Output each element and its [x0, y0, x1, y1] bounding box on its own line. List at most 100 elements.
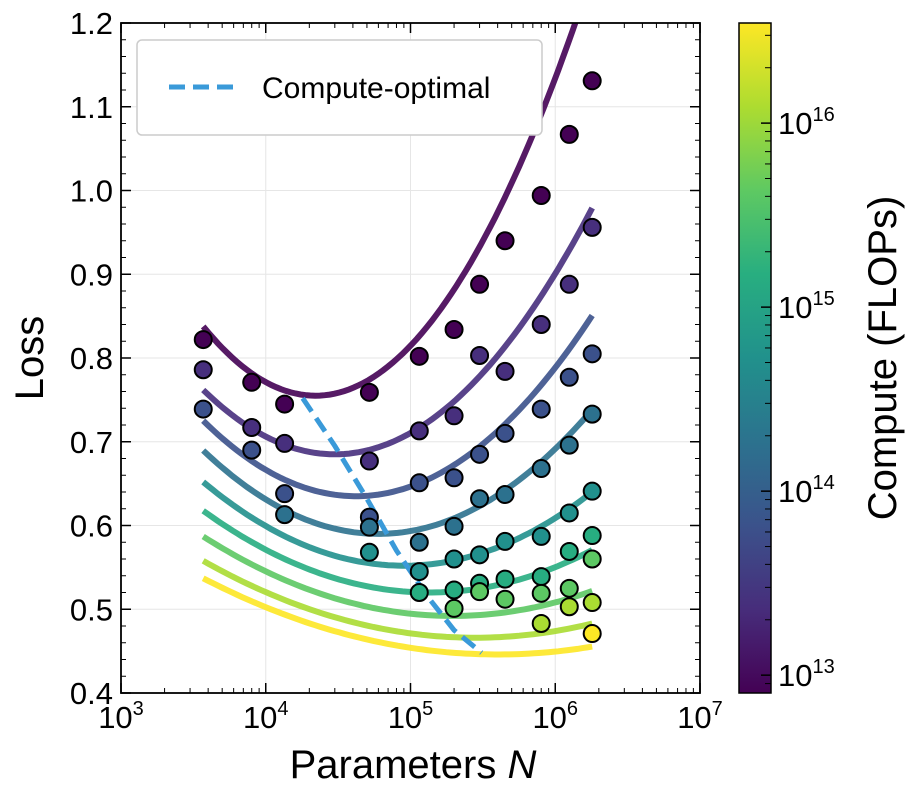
x-tick-label-base: 10	[532, 700, 566, 735]
data-point	[582, 481, 602, 501]
colorbar-tick-label-exp: 14	[812, 472, 834, 494]
data-point	[444, 598, 464, 618]
y-tick-label: 0.6	[70, 509, 113, 544]
data-point	[559, 367, 579, 387]
data-point	[359, 451, 379, 471]
data-point	[495, 423, 515, 443]
data-point	[409, 346, 429, 366]
legend: Compute-optimal	[136, 39, 543, 136]
data-point	[470, 444, 490, 464]
data-point	[559, 597, 579, 617]
data-point	[582, 344, 602, 364]
data-point	[242, 418, 262, 438]
colorbar-tick-label-base: 10	[778, 474, 812, 509]
data-point	[582, 217, 602, 237]
data-point	[444, 580, 464, 600]
data-point	[444, 320, 464, 340]
data-point	[193, 330, 213, 350]
x-tick-label-base: 10	[98, 700, 132, 735]
data-point	[275, 484, 295, 504]
data-point	[495, 569, 515, 589]
data-points	[193, 71, 602, 644]
colorbar-tick-label: 1013	[778, 656, 835, 693]
data-point	[470, 545, 490, 565]
data-point	[409, 583, 429, 602]
data-point	[242, 372, 262, 392]
data-point	[409, 473, 429, 493]
data-point	[495, 231, 515, 251]
data-point	[531, 613, 551, 633]
fit-curve-C2	[201, 206, 595, 458]
data-point	[531, 567, 551, 587]
y-tick-label: 1.1	[70, 90, 113, 125]
data-point	[470, 489, 490, 509]
data-point	[275, 433, 295, 453]
data-point	[275, 505, 295, 525]
colorbar-tick-label: 1015	[778, 288, 835, 325]
x-tick-label-base: 10	[388, 700, 422, 735]
y-tick-label: 0.7	[70, 425, 113, 460]
data-point	[559, 124, 579, 144]
data-point	[495, 589, 515, 609]
x-axis-label-text: Parameters	[290, 743, 497, 787]
fit-curve-C1	[200, 23, 579, 399]
data-point	[582, 526, 602, 546]
colorbar-tick-label-exp: 13	[812, 656, 834, 678]
data-point	[559, 541, 579, 561]
x-axis-label: Parameters N	[290, 743, 537, 787]
data-point	[495, 485, 515, 505]
fit-curves	[200, 23, 595, 658]
colorbar-tick-label: 1016	[778, 104, 835, 141]
data-point	[531, 315, 551, 334]
colorbar-tick-label-exp: 16	[812, 104, 834, 126]
y-tick-label: 1.2	[70, 6, 113, 41]
data-point	[409, 421, 429, 441]
data-point	[359, 517, 379, 537]
x-axis-label-variable: N	[507, 743, 536, 787]
data-point	[470, 345, 490, 365]
data-point	[444, 468, 464, 488]
fit-curve-C4	[201, 407, 595, 537]
colorbar-tick-label-base: 10	[778, 106, 812, 141]
data-point	[531, 186, 551, 206]
colorbar-tick-label-base: 10	[778, 290, 812, 325]
colorbar-tick-label-base: 10	[778, 658, 812, 693]
x-tick-label-exp: 3	[133, 698, 144, 720]
x-tick-label: 107	[677, 698, 723, 735]
fit-curve-C5	[201, 479, 595, 569]
x-tick-label-exp: 4	[277, 698, 288, 720]
x-tick-label-exp: 5	[422, 698, 433, 720]
data-point	[359, 382, 379, 402]
data-point	[559, 578, 579, 598]
data-point	[559, 503, 579, 523]
colorbar-tick-label-exp: 15	[812, 288, 834, 310]
data-point	[582, 549, 602, 569]
data-point	[582, 624, 602, 644]
fit-curve-C9	[201, 575, 593, 658]
compute-optimal-layer	[300, 396, 484, 655]
x-tick-label-base: 10	[677, 700, 711, 735]
data-point	[582, 404, 602, 424]
y-tick-label: 0.5	[70, 592, 113, 627]
x-tick-label-base: 10	[243, 700, 277, 735]
fit-curve-C8	[201, 558, 593, 641]
colorbar-label: Compute (FLOPs)	[861, 196, 905, 521]
data-point	[582, 593, 602, 613]
data-point	[531, 459, 551, 479]
x-tick-label: 106	[532, 698, 578, 735]
y-tick-label: 0.9	[70, 257, 113, 292]
y-tick-label: 1.0	[70, 174, 113, 209]
data-point	[559, 435, 579, 455]
data-point	[193, 399, 213, 419]
data-point	[242, 440, 262, 460]
data-point	[531, 399, 551, 419]
data-point	[531, 526, 551, 546]
data-point	[193, 360, 213, 380]
compute-optimal-line	[300, 396, 484, 655]
x-tick-label: 105	[388, 698, 434, 735]
y-tick-label: 0.8	[70, 341, 113, 376]
fit-curve-C6	[201, 508, 594, 596]
legend-box	[136, 39, 543, 136]
